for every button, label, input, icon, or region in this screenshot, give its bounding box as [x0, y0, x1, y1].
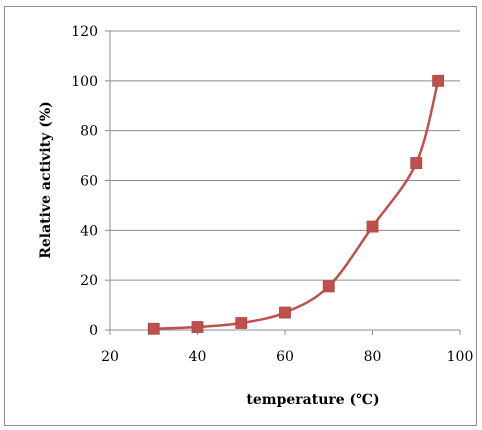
x-tick-label-20: 20	[101, 349, 119, 365]
x-tick-label-60: 60	[276, 349, 294, 365]
gridlines	[110, 30, 460, 281]
data-point-60	[279, 306, 291, 319]
y-tick-label-60: 60	[80, 174, 98, 190]
data-point-70	[322, 280, 335, 293]
y-tick-label-120: 120	[71, 24, 98, 40]
y-axis-title: Relative activity (%)	[38, 101, 54, 259]
axes	[105, 30, 461, 335]
y-tick-label-20: 20	[80, 273, 98, 289]
series-line-0	[153, 80, 440, 331]
y-tick-label-40: 40	[80, 223, 98, 239]
y-tick-label-80: 80	[80, 124, 98, 140]
data-point-90	[410, 157, 423, 169]
chart-frame	[4, 6, 477, 426]
data-point-95	[432, 74, 445, 87]
y-tick-label-100: 100	[71, 74, 98, 90]
y-tick-label-0: 0	[89, 323, 98, 339]
data-point-80	[366, 220, 379, 233]
x-tick-label-100: 100	[447, 349, 474, 365]
x-tick-label-40: 40	[189, 349, 207, 365]
data-point-50	[235, 317, 248, 329]
data-point-30	[147, 322, 160, 335]
x-axis-title: temperature (℃)	[246, 392, 379, 408]
x-tick-label-80: 80	[364, 349, 382, 365]
series-layer	[147, 74, 445, 335]
data-point-40	[191, 321, 204, 333]
